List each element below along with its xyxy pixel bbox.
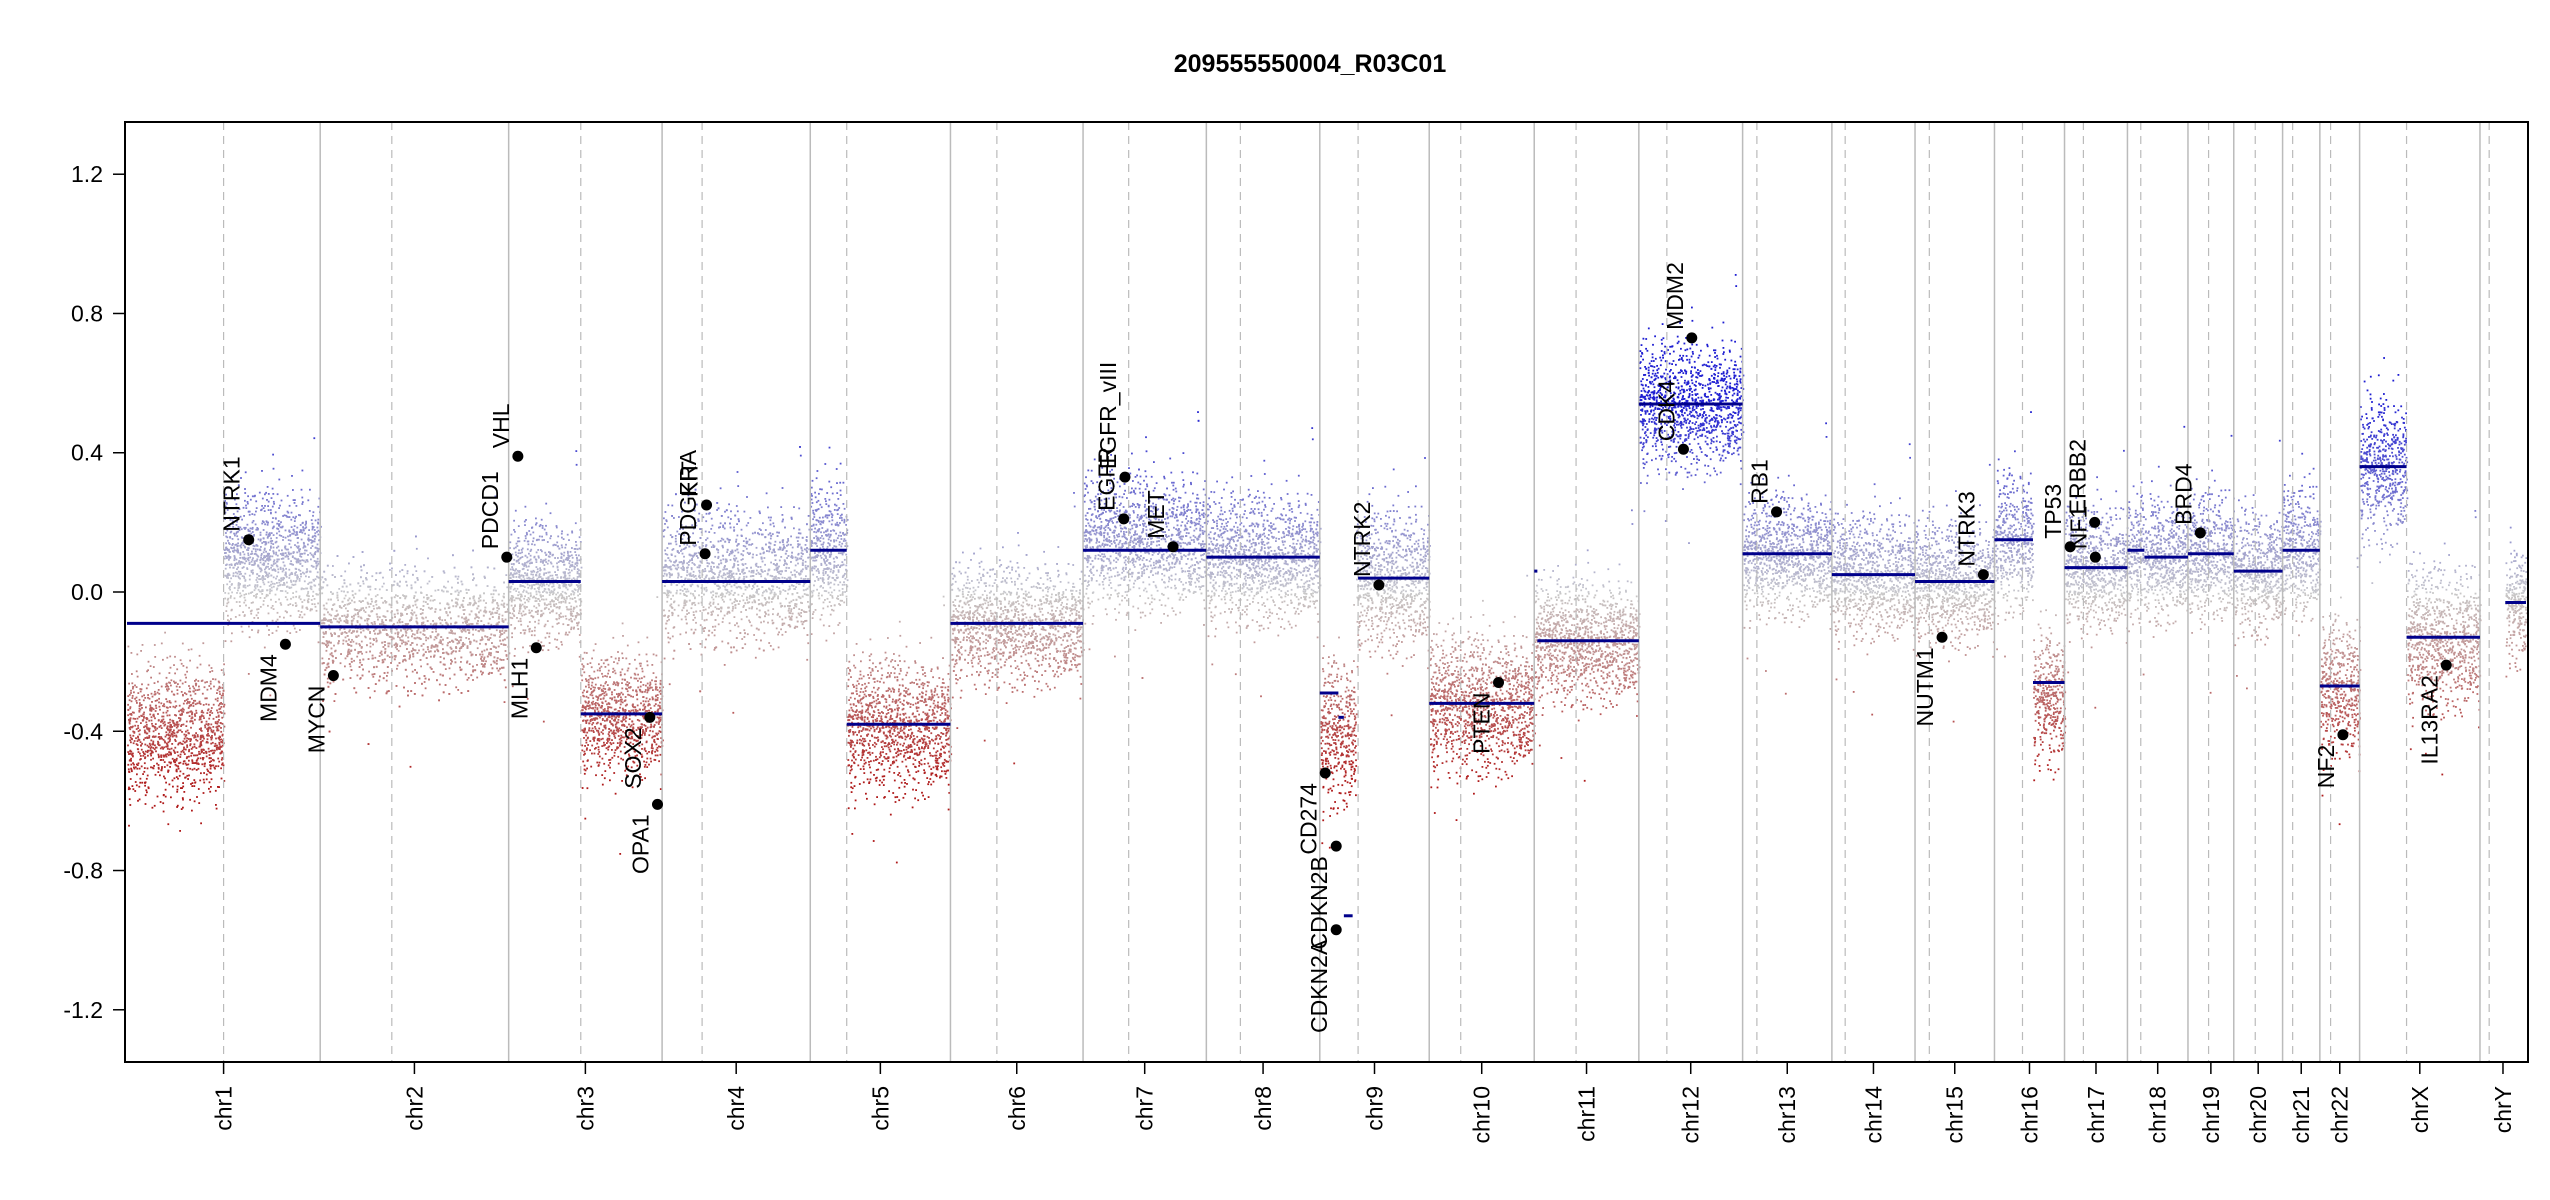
x-tick-label: chrY: [2490, 1086, 2516, 1133]
gene-point: [2440, 659, 2452, 671]
gene-label: NF1: [2065, 506, 2091, 549]
gene-point: [501, 551, 513, 563]
gene-point: [512, 450, 524, 462]
gene-label: NTRK1: [219, 456, 245, 531]
segment-lines: [127, 402, 2526, 918]
x-axis: chr1 chr2 chr3 chr4 chr5 chr6 chr7 chr8 chr9 chr1…: [211, 1062, 2516, 1144]
x-tick-label: chr11: [1574, 1086, 1600, 1142]
gene-label: ERBB2: [2065, 439, 2091, 514]
x-tick-label: chr21: [2288, 1086, 2314, 1144]
x-tick-label: chr17: [2083, 1086, 2109, 1144]
x-tick-label: chr5: [867, 1086, 893, 1131]
gene-point: [243, 534, 255, 546]
gene-point: [651, 798, 663, 810]
gene-label: EGFR_vIII: [1095, 362, 1121, 469]
gene-label: IL13RA2: [2416, 675, 2442, 765]
gene-label: SOX2: [620, 727, 646, 788]
gene-point: [1119, 471, 1131, 483]
plot-frame: [124, 121, 2529, 1063]
y-tick-label: 0.4: [71, 440, 103, 466]
gene-label: VHL: [488, 403, 514, 448]
x-tick-label: chr1: [211, 1086, 237, 1131]
gene-label: NF2: [2313, 745, 2339, 788]
x-tick-label: chr16: [2016, 1086, 2042, 1144]
chromosome-dividers: [222, 122, 2490, 1062]
gene-label: BRD4: [2170, 463, 2196, 525]
gene-point: [1686, 332, 1698, 344]
gene-point: [701, 499, 713, 511]
gene-label: TP53: [2040, 484, 2066, 539]
x-tick-label: chr2: [401, 1086, 427, 1131]
x-tick-label: chr19: [2198, 1086, 2224, 1144]
y-tick-label: -0.8: [63, 858, 103, 884]
gene-point: [2194, 527, 2206, 539]
gene-label: EGFR: [1094, 447, 1120, 511]
gene-point: [1373, 579, 1385, 591]
x-tick-label: chr4: [723, 1086, 749, 1131]
gene-label: PTEN: [1469, 693, 1495, 754]
y-tick-label: 0.8: [71, 300, 103, 326]
gene-label: CDKN2B: [1306, 856, 1332, 949]
gene-label: MYCN: [303, 686, 329, 754]
y-tick-label: -0.4: [63, 718, 103, 744]
gene-point: [2337, 729, 2349, 741]
gene-label: CDK4: [1653, 380, 1679, 442]
x-tick-label: chr3: [572, 1086, 598, 1131]
gene-point: [327, 670, 339, 682]
x-tick-label: chr18: [2145, 1086, 2171, 1144]
chart-title: 209555550004_R03C01: [1174, 50, 1447, 78]
gene-label: CD274: [1295, 783, 1321, 855]
gene-point: [1977, 569, 1989, 581]
gene-point: [1936, 631, 1948, 643]
gene-label: RB1: [1747, 459, 1773, 504]
y-axis: -1.2 -0.8 -0.4 0.0 0.4 0.8 1.2: [63, 161, 125, 1023]
gene-point: [1118, 513, 1130, 525]
gene-label: MLH1: [506, 658, 532, 719]
gene-point: [2064, 541, 2076, 553]
gene-point: [1167, 541, 1179, 553]
gene-point: [644, 711, 656, 723]
gene-label: CDKN2A: [1306, 939, 1332, 1033]
x-tick-label: chr10: [1469, 1086, 1495, 1144]
gene-label: PDCD1: [477, 471, 503, 549]
x-tick-label: chr8: [1250, 1086, 1276, 1131]
x-tick-label: chr9: [1362, 1086, 1388, 1131]
gene-label: NUTM1: [1912, 647, 1938, 726]
x-tick-label: chr6: [1004, 1086, 1030, 1131]
y-tick-label: 1.2: [71, 161, 103, 187]
gene-point: [530, 642, 542, 654]
x-tick-label: chr15: [1942, 1086, 1968, 1144]
gene-label: MDM4: [255, 654, 281, 722]
x-tick-label: chr13: [1774, 1086, 1800, 1144]
y-tick-label: -1.2: [63, 997, 103, 1023]
x-tick-label: chr14: [1860, 1086, 1886, 1144]
x-tick-label: chr7: [1132, 1086, 1158, 1131]
gene-label: KIT: [677, 461, 703, 497]
x-tick-label: chr22: [2327, 1086, 2353, 1144]
gene-point: [1771, 506, 1783, 518]
gene-point: [1319, 767, 1331, 779]
gene-point: [1330, 840, 1342, 852]
gene-point: [2089, 516, 2101, 528]
gene-point: [1677, 443, 1689, 455]
gene-label: NTRK3: [1953, 491, 1979, 566]
x-tick-label: chr12: [1678, 1086, 1704, 1144]
gene-label: OPA1: [627, 814, 653, 874]
gene-markers: NTRK1 MDM4 MYCN PDCD1 VHL MLH1 SOX2 OPA1 PDGFRAK…: [219, 262, 2452, 1033]
gene-label: PDGFRA: [675, 449, 701, 546]
gene-point: [699, 548, 711, 560]
x-tick-label: chr20: [2245, 1086, 2271, 1144]
gene-label: NTRK2: [1349, 502, 1375, 577]
gene-label: MET: [1143, 490, 1169, 539]
gene-point: [2089, 551, 2101, 563]
gene-label: MDM2: [1662, 262, 1688, 330]
gene-point: [1493, 677, 1505, 689]
gene-point: [279, 638, 291, 650]
gene-point: [1330, 924, 1342, 936]
y-tick-label: 0.0: [71, 579, 103, 605]
x-tick-label: chrX: [2407, 1086, 2433, 1133]
